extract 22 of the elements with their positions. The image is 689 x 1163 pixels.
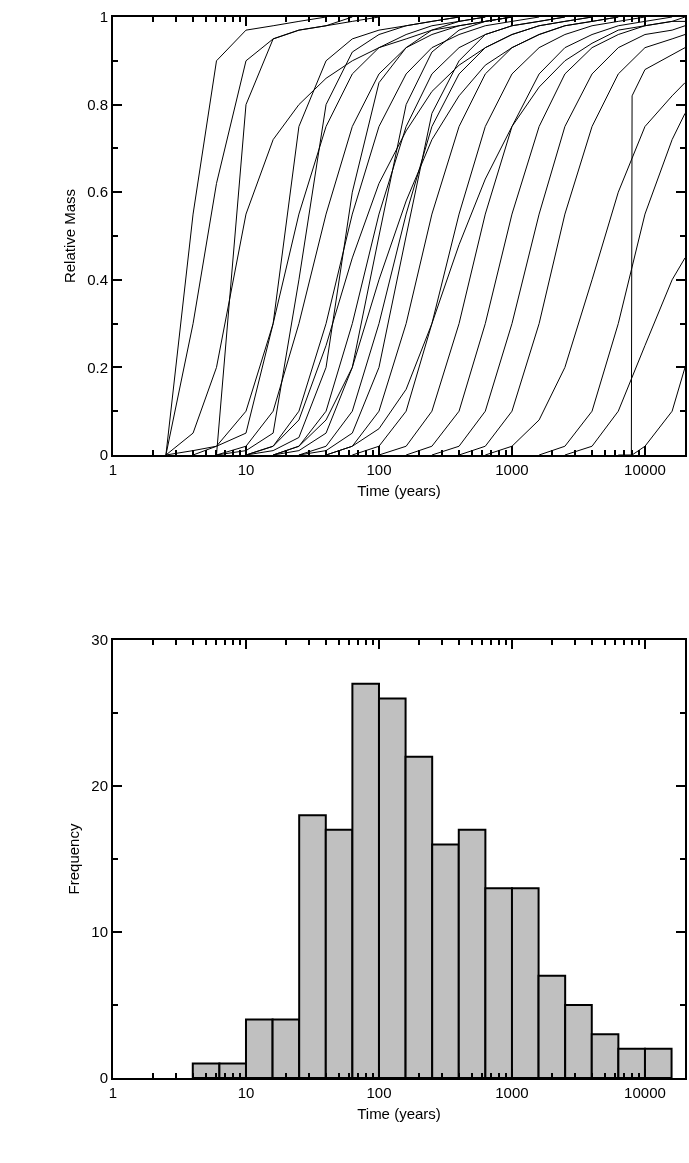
y-tick-label: 10 <box>91 923 108 941</box>
x-tick-label: 100 <box>366 1084 392 1101</box>
x-tick-label: 10 <box>237 1084 255 1101</box>
x-tick-label: 10 <box>237 461 255 478</box>
y-tick-label: 0.8 <box>87 95 108 113</box>
x-tick-label: 1000 <box>495 461 529 478</box>
x-tick-label: 10000 <box>624 1084 666 1101</box>
y-tick-label: 0.2 <box>87 358 108 376</box>
y-tick-label: 30 <box>91 631 108 649</box>
y-tick-label: 1 <box>99 8 108 26</box>
y-tick-label: 0.4 <box>87 271 108 289</box>
y-tick-label: 0.6 <box>87 183 108 201</box>
x-tick-label: 10000 <box>624 461 666 478</box>
y-axis-title: Relative Mass <box>60 188 78 284</box>
x-axis-title: Time (years) <box>357 481 441 499</box>
y-tick-label: 0 <box>99 446 108 464</box>
y-tick-label: 0 <box>99 1069 108 1087</box>
y-axis-title: Frequency <box>65 823 83 895</box>
x-axis-title: Time (years) <box>357 1104 441 1122</box>
x-tick-label: 1000 <box>495 1084 529 1101</box>
y-tick-label: 20 <box>91 777 108 795</box>
x-tick-label: 100 <box>366 461 392 478</box>
